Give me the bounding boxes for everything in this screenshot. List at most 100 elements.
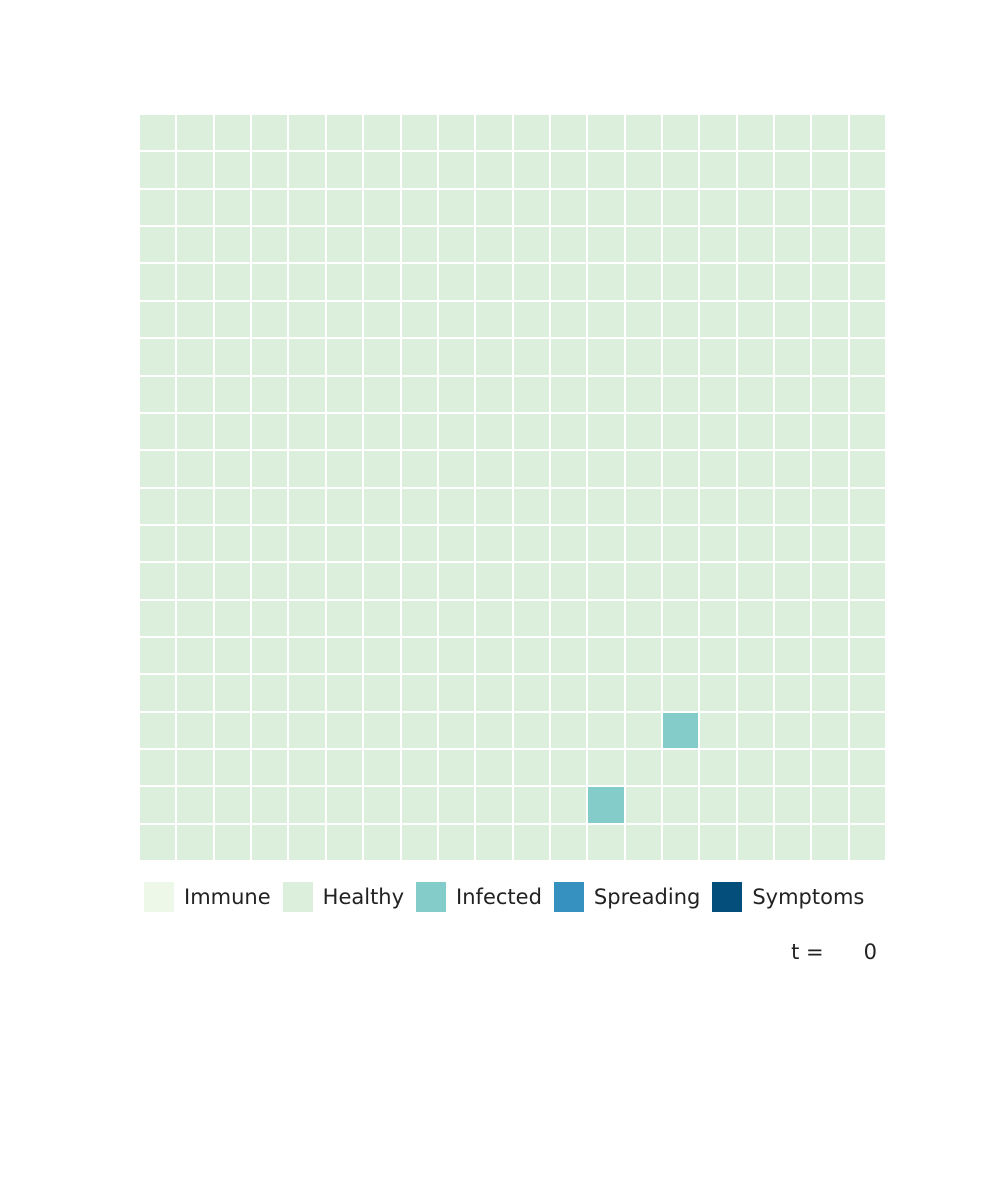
heatmap-cell <box>476 264 511 299</box>
heatmap-cell <box>551 489 586 524</box>
heatmap-cell <box>177 638 212 673</box>
heatmap-cell <box>588 638 623 673</box>
heatmap-cell <box>327 115 362 150</box>
heatmap-cell <box>402 190 437 225</box>
heatmap-cell <box>775 264 810 299</box>
heatmap-cell <box>140 526 175 561</box>
heatmap-cell <box>476 227 511 262</box>
heatmap-cell <box>402 451 437 486</box>
heatmap-cell <box>663 563 698 598</box>
heatmap-cell <box>775 787 810 822</box>
heatmap-cell <box>252 414 287 449</box>
heatmap-cell <box>738 601 773 636</box>
heatmap-cell <box>439 152 474 187</box>
heatmap-cell <box>252 713 287 748</box>
heatmap-cell <box>850 675 885 710</box>
heatmap-cell <box>551 302 586 337</box>
heatmap-cell <box>177 526 212 561</box>
heatmap-cell <box>626 713 661 748</box>
heatmap-cell <box>738 526 773 561</box>
heatmap-cell <box>738 414 773 449</box>
heatmap-cell <box>850 825 885 860</box>
heatmap-cell <box>439 414 474 449</box>
heatmap-cell <box>738 563 773 598</box>
heatmap-cell <box>588 302 623 337</box>
heatmap-cell <box>402 675 437 710</box>
heatmap-cell <box>663 675 698 710</box>
heatmap-cell <box>215 489 250 524</box>
heatmap-cell <box>812 414 847 449</box>
heatmap-cell <box>252 190 287 225</box>
heatmap-cell <box>476 750 511 785</box>
heatmap-cell <box>215 152 250 187</box>
legend-swatch-symptoms <box>712 882 742 912</box>
heatmap-cell <box>402 339 437 374</box>
heatmap-cell <box>775 115 810 150</box>
heatmap-cell <box>439 675 474 710</box>
heatmap-cell <box>215 451 250 486</box>
heatmap-cell <box>140 264 175 299</box>
heatmap-cell <box>289 825 324 860</box>
heatmap-cell <box>850 227 885 262</box>
heatmap-cell <box>850 377 885 412</box>
heatmap-cell <box>289 227 324 262</box>
heatmap-cell <box>812 115 847 150</box>
heatmap-cell <box>289 601 324 636</box>
heatmap-cell <box>850 302 885 337</box>
heatmap-cell <box>289 787 324 822</box>
heatmap-cell <box>402 563 437 598</box>
heatmap-cell <box>140 377 175 412</box>
heatmap-cell <box>812 638 847 673</box>
heatmap-cell <box>514 377 549 412</box>
legend-swatch-healthy <box>283 882 313 912</box>
heatmap-cell <box>700 601 735 636</box>
heatmap-cell <box>177 152 212 187</box>
heatmap-cell <box>402 526 437 561</box>
heatmap-cell <box>551 377 586 412</box>
heatmap-cell <box>514 601 549 636</box>
heatmap-cell <box>514 302 549 337</box>
heatmap-cell <box>588 489 623 524</box>
heatmap-cell <box>215 787 250 822</box>
heatmap-cell <box>775 377 810 412</box>
heatmap-cell <box>476 302 511 337</box>
heatmap-cell <box>551 675 586 710</box>
heatmap-cell <box>551 339 586 374</box>
heatmap-cell <box>364 489 399 524</box>
heatmap-cell <box>439 489 474 524</box>
heatmap-cell <box>364 601 399 636</box>
legend-item-immune: Immune <box>144 882 271 912</box>
heatmap-cell <box>551 825 586 860</box>
heatmap-cell <box>663 115 698 150</box>
heatmap-cell <box>364 675 399 710</box>
heatmap-cell <box>364 526 399 561</box>
heatmap-cell <box>700 750 735 785</box>
heatmap-cell <box>663 414 698 449</box>
heatmap-cell <box>514 451 549 486</box>
heatmap-cell <box>364 750 399 785</box>
heatmap-cell <box>626 675 661 710</box>
heatmap-cell <box>252 377 287 412</box>
heatmap-cell <box>700 451 735 486</box>
heatmap-cell <box>402 227 437 262</box>
heatmap-cell <box>812 264 847 299</box>
heatmap-cell <box>252 526 287 561</box>
heatmap-cell <box>364 713 399 748</box>
heatmap-cell <box>588 563 623 598</box>
heatmap-cell <box>626 489 661 524</box>
heatmap-cell <box>327 787 362 822</box>
heatmap-cell <box>402 414 437 449</box>
heatmap-cell <box>551 638 586 673</box>
heatmap-cell <box>364 302 399 337</box>
heatmap-cell <box>476 787 511 822</box>
heatmap-cell <box>588 675 623 710</box>
heatmap-cell <box>626 414 661 449</box>
heatmap-cell <box>327 750 362 785</box>
heatmap-cell <box>327 227 362 262</box>
heatmap-cell <box>327 264 362 299</box>
heatmap-cell <box>850 750 885 785</box>
heatmap-cell <box>177 377 212 412</box>
heatmap-cell <box>738 750 773 785</box>
heatmap-cell <box>663 601 698 636</box>
heatmap-cell <box>626 750 661 785</box>
